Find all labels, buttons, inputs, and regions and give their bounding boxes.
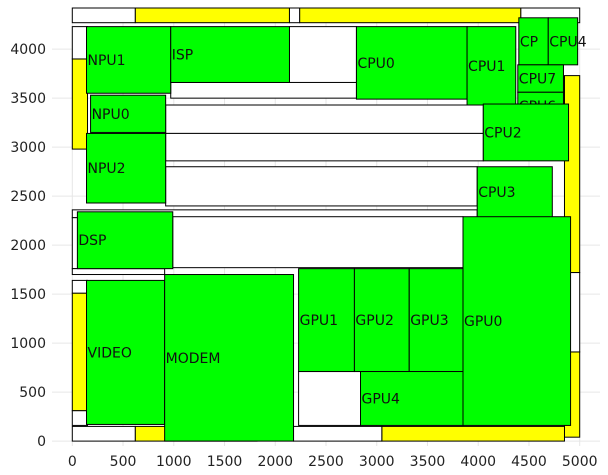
x-tick-label: 5000 xyxy=(562,454,598,470)
block-label: NPU1 xyxy=(88,53,126,69)
block-video xyxy=(86,279,166,425)
block-label: VIDEO xyxy=(88,345,132,361)
block-label: GPU2 xyxy=(355,313,393,329)
whitespace-region xyxy=(172,216,464,269)
block-cp xyxy=(518,17,549,66)
block-gpu2 xyxy=(353,268,410,373)
x-tick-label: 1500 xyxy=(207,454,243,470)
block-npu1 xyxy=(86,26,172,94)
block-cpu2 xyxy=(482,103,570,162)
block-label: CPU2 xyxy=(484,125,521,141)
y-tick-label: 1000 xyxy=(10,336,46,352)
block-label: CPU0 xyxy=(357,56,394,72)
x-tick-label: 3500 xyxy=(410,454,446,470)
whitespace-region xyxy=(71,7,136,24)
y-tick-label: 3000 xyxy=(10,140,46,156)
y-tick-label: 1500 xyxy=(10,287,46,303)
x-tick-label: 4000 xyxy=(460,454,496,470)
io-pad xyxy=(381,425,565,442)
block-label: CPU4 xyxy=(549,34,586,50)
x-tick-label: 4500 xyxy=(511,454,547,470)
whitespace-region xyxy=(293,425,383,442)
whitespace-region xyxy=(71,26,89,60)
x-tick-label: 1000 xyxy=(156,454,192,470)
whitespace-layer xyxy=(71,7,581,442)
whitespace-region xyxy=(71,268,166,276)
block-cpu7 xyxy=(517,64,564,93)
block-isp xyxy=(170,26,290,83)
block-label: CPU3 xyxy=(478,185,515,201)
block-label: GPU0 xyxy=(464,314,502,330)
whitespace-region xyxy=(170,81,357,99)
block-label: DSP xyxy=(78,233,106,249)
x-tick-label: 2000 xyxy=(257,454,293,470)
io-pad xyxy=(71,292,89,412)
block-label: CPU1 xyxy=(468,59,505,75)
block-label: GPU4 xyxy=(362,391,401,407)
y-tick-label: 4000 xyxy=(10,42,46,58)
whitespace-region xyxy=(165,166,478,207)
block-label: NPU0 xyxy=(92,107,130,123)
block-gpu1 xyxy=(298,268,355,373)
block-npu2 xyxy=(86,132,167,204)
block-cpu1 xyxy=(466,26,517,106)
block-gpu3 xyxy=(408,268,464,373)
y-tick-label: 3500 xyxy=(10,91,46,107)
y-tick-label: 0 xyxy=(37,434,46,450)
block-label: CP xyxy=(520,34,538,50)
x-tick-label: 2500 xyxy=(308,454,344,470)
x-tick-label: 0 xyxy=(68,454,77,470)
block-label: GPU1 xyxy=(300,313,338,329)
x-tick-label: 3000 xyxy=(359,454,395,470)
io-pad xyxy=(134,7,290,24)
block-npu0 xyxy=(90,94,167,133)
whitespace-region xyxy=(288,26,357,83)
whitespace-region xyxy=(71,425,136,442)
block-dsp xyxy=(76,211,174,270)
block-label: NPU2 xyxy=(88,161,126,177)
axis-ticks: 0 500 1000 1500 2000 2500 3000 3500 4000 4500 5000… xyxy=(10,42,597,470)
block-label: CPU7 xyxy=(519,72,556,88)
whitespace-region xyxy=(165,132,484,162)
block-label: ISP xyxy=(172,48,193,64)
whitespace-region xyxy=(71,279,89,294)
block-gpu4 xyxy=(360,371,464,426)
block-label: GPU3 xyxy=(410,313,448,329)
whitespace-region xyxy=(71,410,89,426)
y-tick-label: 2500 xyxy=(10,189,46,205)
block-cpu3 xyxy=(476,166,553,219)
block-gpu0 xyxy=(462,216,572,426)
whitespace-region xyxy=(298,371,362,426)
block-layer: NPU1ISPCPU0CPU1CPCPU4CPU7CPU6NPU0CPU2NPU… xyxy=(76,17,587,442)
y-tick-label: 500 xyxy=(19,385,46,401)
whitespace-region xyxy=(165,104,484,134)
io-pad xyxy=(71,58,89,150)
whitespace-region xyxy=(288,7,301,24)
block-label: MODEM xyxy=(166,351,221,367)
io-pad xyxy=(299,7,522,24)
x-tick-label: 500 xyxy=(110,454,137,470)
y-tick-label: 2000 xyxy=(10,238,46,254)
block-modem xyxy=(164,274,295,442)
